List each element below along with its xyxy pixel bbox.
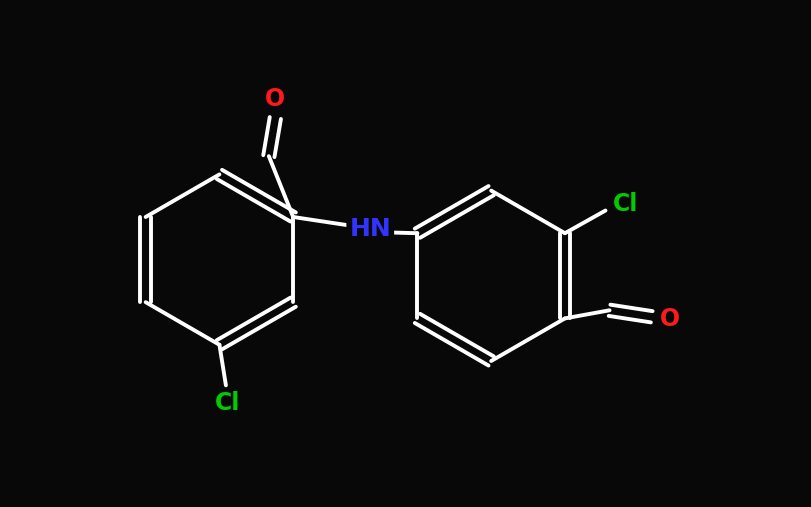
Text: O: O xyxy=(659,307,679,331)
Text: Cl: Cl xyxy=(612,192,637,216)
Text: HN: HN xyxy=(349,217,391,241)
Text: O: O xyxy=(265,87,285,112)
Text: Cl: Cl xyxy=(215,391,240,415)
